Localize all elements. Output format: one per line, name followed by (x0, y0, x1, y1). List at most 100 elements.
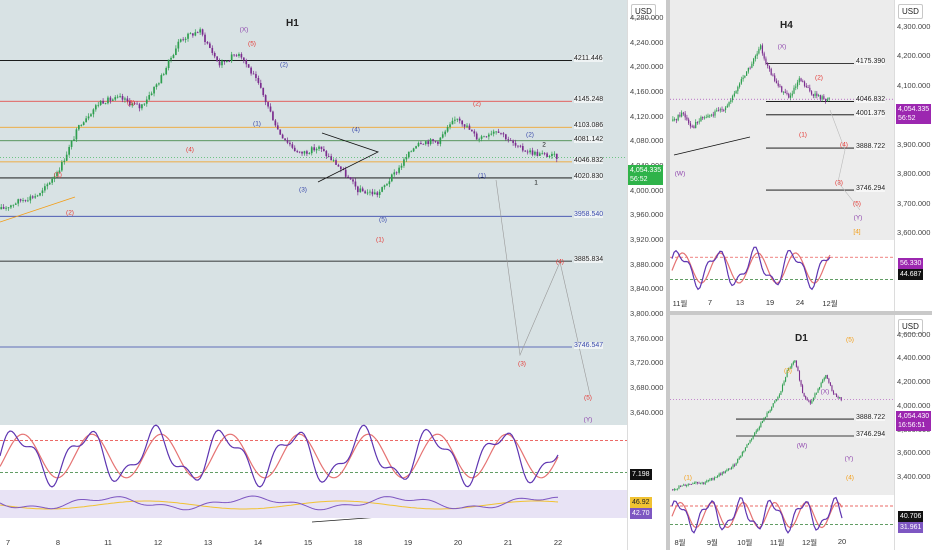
h1-candle (225, 60, 228, 62)
h1-y-tick: 4,080.000 (630, 136, 664, 146)
h1-candle (347, 176, 349, 178)
h1-candle (148, 95, 151, 100)
h1-osc1-value: 7.198 (630, 469, 652, 480)
h4-candle (733, 93, 735, 97)
h1-candle (276, 125, 279, 130)
h1-currency-label[interactable]: USD (631, 4, 656, 19)
h1-wave-label: (1) (478, 172, 486, 180)
h1-candle (250, 67, 252, 74)
h4-candle (731, 96, 734, 101)
h4-candle (786, 92, 788, 94)
h1-candle (349, 177, 352, 180)
h4-candle (784, 91, 786, 93)
d1-candle (729, 468, 731, 470)
h1-candle (381, 187, 383, 192)
h1-candle (145, 99, 148, 104)
h1-wave-label: (5) (248, 40, 256, 48)
d1-candle (741, 452, 743, 456)
h1-price-axis[interactable]: USD 4,280.000 4,240.000 4,200.000 4,160.000… (627, 0, 666, 550)
h4-candle (696, 122, 699, 123)
d1-y-tick: 3,600.000 (897, 448, 931, 458)
h1-plot[interactable] (0, 0, 627, 536)
h4-candle (767, 63, 769, 66)
h1-candle (48, 182, 51, 185)
d1-candle (703, 482, 705, 484)
d1-wave-label: (X) (820, 388, 830, 396)
d1-candle (726, 470, 728, 472)
h4-candle (774, 75, 776, 81)
d1-candle (819, 387, 821, 390)
h1-level-label: 4020.830 (574, 172, 604, 180)
d1-candle (789, 367, 791, 369)
d1-plot-background (670, 315, 894, 495)
h4-wave-label: (Y) (853, 214, 863, 222)
d1-candle (715, 476, 717, 478)
d1-candle (730, 467, 733, 470)
h1-candle (463, 124, 466, 127)
h1-candle (138, 104, 141, 109)
h4-candle (753, 58, 755, 64)
d1-x-tick: 12월 (801, 538, 818, 547)
h1-candle (323, 148, 325, 152)
d1-level-label: 3746.294 (856, 431, 886, 438)
h1-wave-label: (1) (253, 120, 261, 128)
h4-plot[interactable] (670, 0, 894, 298)
h1-candle (126, 98, 129, 102)
d1-chart-panel[interactable]: D1 (5) (3) (X) (W) (Y) (1) (4) USD 4,600.000 4,… (670, 315, 932, 550)
d1-candle (738, 457, 740, 459)
panel-divider-horizontal[interactable] (670, 311, 932, 315)
h4-candle (730, 100, 732, 103)
h1-candle (162, 74, 165, 76)
d1-y-tick: 4,400.000 (897, 353, 931, 363)
d1-price-axis[interactable]: USD 4,600.000 4,400.000 4,200.000 4,000.000… (894, 315, 932, 550)
h1-wave-label: (X) (239, 26, 249, 34)
d1-candle (837, 396, 839, 399)
h1-candle (124, 98, 126, 100)
panel-divider-vertical[interactable] (666, 0, 670, 550)
h4-y-tick: 4,200.000 (897, 51, 931, 61)
h1-candle (172, 54, 175, 58)
h4-candle (807, 87, 809, 88)
h4-candle (775, 80, 778, 84)
h1-wave-label: (2) (526, 131, 534, 139)
h1-candle (228, 60, 231, 62)
h1-candle (189, 33, 192, 35)
h1-y-tick: 3,840.000 (630, 284, 664, 294)
h4-x-tick: 12월 (822, 299, 838, 308)
h4-currency-label[interactable]: USD (898, 4, 923, 19)
h1-candle (301, 151, 303, 154)
d1-candle (795, 360, 797, 367)
d1-candle (774, 401, 776, 404)
d1-candle (820, 382, 822, 388)
d1-y-tick: 4,000.000 (897, 400, 931, 410)
h4-wave-label: [4] (853, 228, 861, 236)
h1-candle (257, 77, 260, 83)
d1-plot[interactable] (670, 315, 894, 537)
h4-candle (724, 107, 727, 111)
d1-candle (800, 380, 802, 386)
h1-candle (398, 167, 400, 173)
h1-y-tick: 4,200.000 (630, 62, 664, 72)
h4-trendline (673, 136, 751, 156)
h1-candle (116, 96, 119, 98)
h1-candle (298, 151, 301, 153)
h4-candle (824, 99, 827, 102)
h1-candle (255, 74, 257, 78)
h1-candle (194, 32, 197, 36)
d1-candle (839, 397, 841, 399)
h1-candle (366, 192, 369, 194)
d1-candle (809, 400, 811, 404)
d1-currency-label[interactable]: USD (898, 319, 923, 334)
h4-candle (761, 45, 764, 54)
h1-candle (538, 153, 541, 156)
h1-price-badge: 4,054.335 56:52 (628, 165, 664, 185)
h4-candle (823, 96, 825, 100)
h1-candle (502, 133, 505, 135)
d1-candle (794, 360, 796, 363)
d1-candle (829, 382, 831, 386)
h1-chart-panel[interactable]: H1 (X) (5) (3) (2) (1) (4) (1) (2) (4) (3) (5) (1) (… (0, 0, 666, 550)
d1-candle (832, 391, 835, 394)
d1-osc-value1: 40.706 (898, 511, 924, 522)
h4-chart-panel[interactable]: H4 (X) (2) (1) (4) (3) (5) (Y) [4] (W) USD 4,300… (670, 0, 932, 311)
h1-candle (473, 131, 476, 134)
